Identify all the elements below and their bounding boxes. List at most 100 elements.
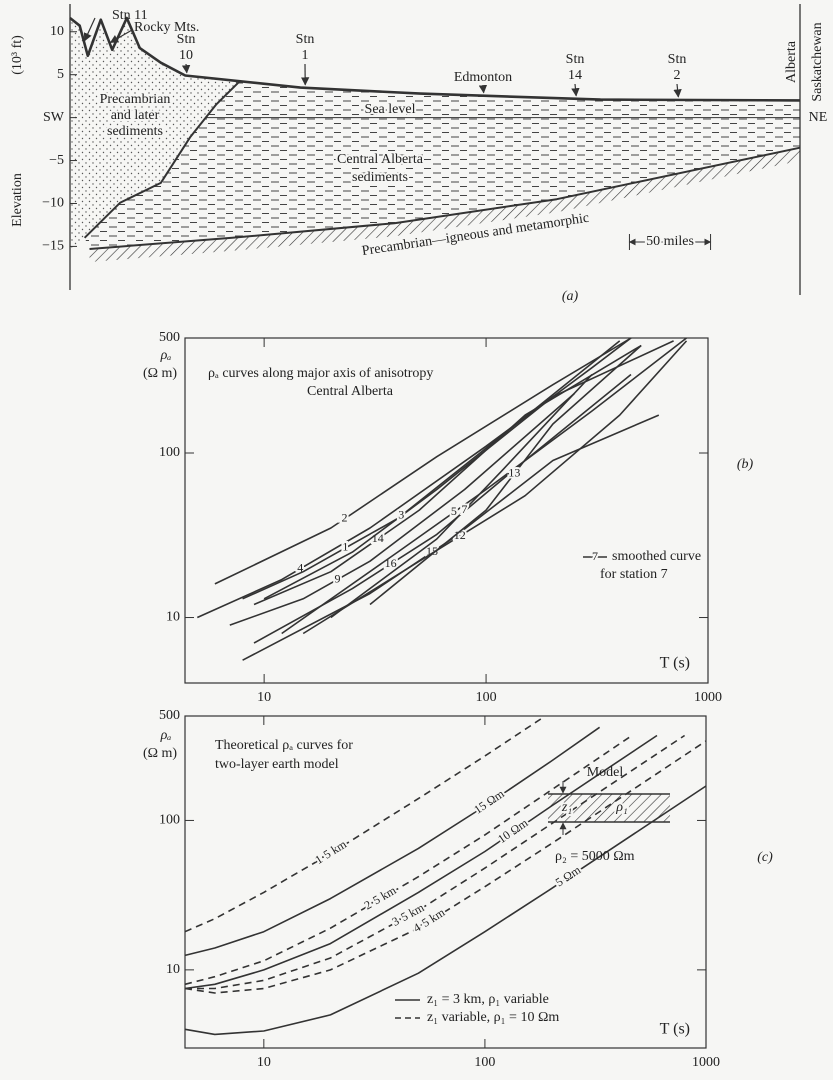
curve bbox=[369, 344, 642, 606]
y-axis-label: ρₐ bbox=[160, 348, 172, 363]
side-label-sw: SW bbox=[43, 110, 65, 125]
curve-label: 2·5 km bbox=[362, 883, 399, 913]
station-label: Stn bbox=[177, 32, 196, 47]
model-depth: z₁ bbox=[561, 800, 572, 815]
y-tick-label: −5 bbox=[49, 153, 64, 168]
station-arrow bbox=[83, 17, 96, 42]
curve bbox=[281, 337, 687, 635]
curve bbox=[242, 414, 660, 661]
y-tick-label: 10 bbox=[50, 24, 64, 39]
station-label: Edmonton bbox=[454, 70, 512, 85]
panel-label: (c) bbox=[757, 850, 773, 865]
x-tick-label: 100 bbox=[474, 1055, 495, 1070]
scale-bar-label: 50 miles bbox=[646, 234, 694, 249]
y-tick-label: −15 bbox=[42, 239, 64, 254]
region-label: and later bbox=[111, 108, 160, 123]
y-axis-unit: (Ω m) bbox=[143, 366, 177, 381]
legend-label: z₁ variable, ρ₁ = 10 Ωm bbox=[427, 1010, 559, 1025]
plot-frame bbox=[184, 715, 707, 1049]
region-label: Central Alberta bbox=[337, 152, 424, 167]
curve-label: 4 bbox=[297, 561, 303, 575]
station-arrow bbox=[109, 29, 133, 44]
curve-label: 1·5 km bbox=[312, 837, 349, 867]
y-axis-unit: (10³ ft) bbox=[10, 35, 25, 75]
x-tick-label: 100 bbox=[476, 690, 497, 705]
surface-profile bbox=[69, 16, 801, 102]
station-label: Stn bbox=[296, 32, 315, 47]
curve-label: 5 bbox=[451, 504, 457, 518]
curve bbox=[196, 337, 632, 619]
legend-label: z₁ = 3 km, ρ₁ variable bbox=[427, 992, 549, 1007]
chart-title: two-layer earth model bbox=[215, 757, 339, 772]
station-label: 10 bbox=[179, 48, 193, 63]
station-label: 1 bbox=[302, 48, 309, 63]
central-sediments-fill bbox=[84, 80, 801, 249]
y-axis-unit: (Ω m) bbox=[143, 746, 177, 761]
province-label: Saskatchewan bbox=[810, 22, 825, 101]
chart-title: ρₐ curves along major axis of anisotropy bbox=[208, 366, 433, 381]
note-text: for station 7 bbox=[600, 567, 668, 582]
x-axis-label: T (s) bbox=[660, 655, 690, 672]
side-label-ne: NE bbox=[809, 110, 828, 125]
note-text: smoothed curve bbox=[612, 549, 701, 564]
station-label: 2 bbox=[674, 68, 681, 83]
curve bbox=[302, 340, 688, 635]
y-tick-label: 500 bbox=[159, 708, 180, 723]
curve bbox=[184, 734, 658, 990]
curve-label: 2 bbox=[342, 511, 348, 525]
y-tick-label: 100 bbox=[159, 445, 180, 460]
y-tick-label: −10 bbox=[42, 196, 64, 211]
plot-frame bbox=[184, 337, 709, 684]
curve bbox=[229, 392, 575, 626]
province-label: Alberta bbox=[784, 40, 799, 83]
sediment-boundary bbox=[83, 79, 242, 239]
station-label: 14 bbox=[568, 68, 582, 83]
curve-label: 9 bbox=[335, 571, 341, 585]
y-tick-label: 10 bbox=[166, 610, 180, 625]
model-layer bbox=[548, 794, 670, 822]
station-arrow bbox=[478, 84, 488, 94]
x-tick-label: 1000 bbox=[692, 1055, 720, 1070]
x-tick-label: 10 bbox=[257, 690, 271, 705]
curve-label: 14 bbox=[372, 531, 384, 545]
x-tick-label: 10 bbox=[257, 1055, 271, 1070]
model-basement: ρ₂ = 5000 Ωm bbox=[555, 849, 635, 864]
curve-label: 7 bbox=[461, 502, 467, 516]
curve bbox=[330, 373, 593, 619]
curve-label: 13 bbox=[508, 465, 520, 479]
model-title: Model bbox=[587, 765, 624, 780]
station-label: Rocky Mts. bbox=[134, 20, 199, 35]
dashed-curve bbox=[184, 740, 707, 994]
curve bbox=[214, 337, 632, 585]
curve bbox=[263, 340, 674, 600]
station-label: Stn bbox=[566, 52, 585, 67]
curve-label: 12 bbox=[454, 528, 466, 542]
y-axis-label: Elevation bbox=[10, 173, 25, 227]
station-arrow bbox=[571, 83, 580, 97]
basement-surface bbox=[89, 146, 801, 250]
station-label: Stn bbox=[668, 52, 687, 67]
curve-label: 3 bbox=[398, 508, 404, 522]
sea-level-label: Sea level bbox=[365, 102, 416, 117]
station-arrow bbox=[673, 83, 682, 98]
basement-hatch bbox=[89, 147, 800, 262]
x-axis-label: T (s) bbox=[660, 1021, 690, 1038]
curve bbox=[253, 373, 632, 644]
y-tick-label: 500 bbox=[159, 330, 180, 345]
panel-label: (b) bbox=[737, 457, 754, 472]
curve bbox=[184, 785, 707, 1036]
chart-title: Central Alberta bbox=[307, 384, 394, 399]
curve-label: 5 Ωm bbox=[553, 862, 584, 889]
y-axis-label: ρₐ bbox=[160, 728, 172, 743]
panel-label: (a) bbox=[562, 289, 579, 304]
curve-label: 15 Ωm bbox=[471, 786, 507, 817]
y-tick-label: 10 bbox=[166, 962, 180, 977]
x-tick-label: 1000 bbox=[694, 690, 722, 705]
station-label: Stn 11 bbox=[112, 8, 148, 23]
model-resistivity: ρ₁ bbox=[615, 800, 628, 815]
region-label: sediments bbox=[107, 124, 163, 139]
curve bbox=[184, 726, 601, 957]
region-label: Precambrian bbox=[100, 92, 171, 107]
station-arrow bbox=[181, 63, 191, 74]
